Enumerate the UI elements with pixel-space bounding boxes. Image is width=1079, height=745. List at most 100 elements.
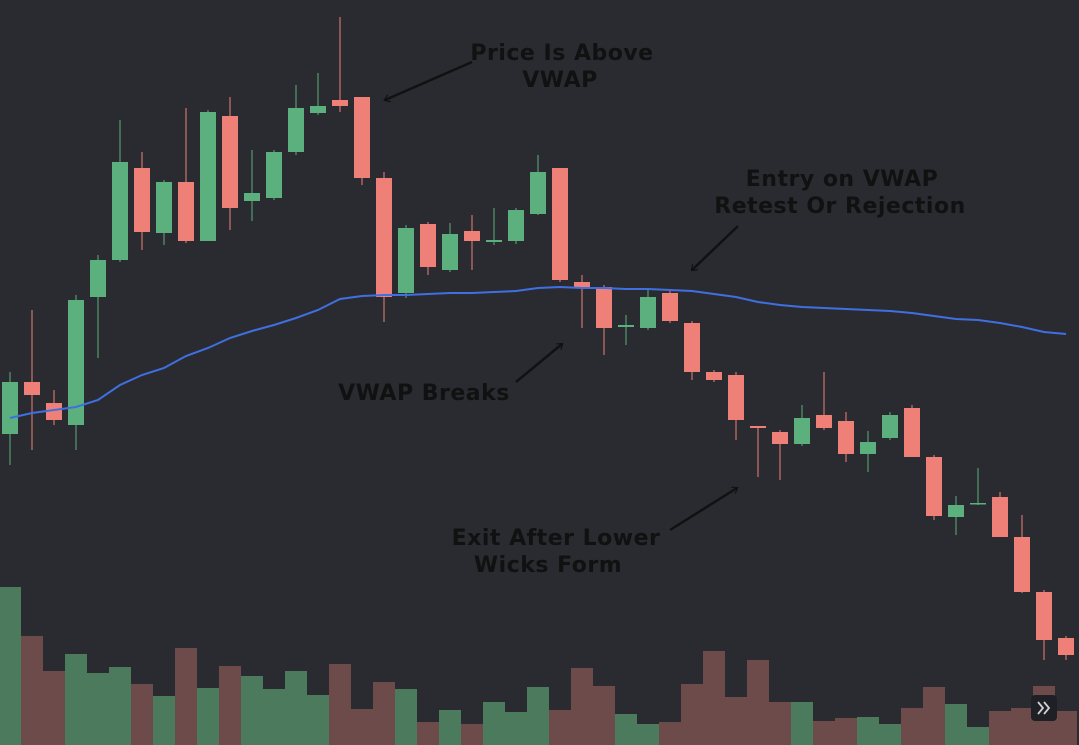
candle-body xyxy=(530,172,546,214)
candle-body xyxy=(948,505,964,517)
volume-bar xyxy=(593,686,615,745)
volume-bar xyxy=(615,714,637,745)
arrow xyxy=(385,60,473,100)
volume-bar xyxy=(153,696,175,745)
candle-body xyxy=(926,457,942,516)
candle-body xyxy=(156,182,172,233)
volume-bar xyxy=(813,721,835,745)
volume-bar xyxy=(0,587,21,745)
volume-bar xyxy=(241,676,263,745)
volume-bar xyxy=(747,660,769,745)
volume-bar xyxy=(439,710,461,745)
volume-bar xyxy=(483,702,505,745)
candle-body xyxy=(838,421,854,454)
volume-bar xyxy=(945,704,967,745)
volume-bar xyxy=(109,667,131,745)
candle-body xyxy=(1058,638,1074,655)
volume-bar xyxy=(351,709,373,745)
candle-body xyxy=(134,168,150,232)
candle-body xyxy=(178,182,194,241)
candle-body xyxy=(728,375,744,420)
volume-bar xyxy=(307,695,329,745)
candle-body xyxy=(706,372,722,380)
candle-body xyxy=(882,415,898,438)
annotation: Exit After Lower xyxy=(452,526,661,551)
candle-body xyxy=(662,293,678,321)
candle-body xyxy=(200,112,216,241)
volume-bar xyxy=(967,727,989,745)
candle-body xyxy=(684,323,700,372)
candle-body xyxy=(46,403,62,420)
candle-body xyxy=(486,240,502,242)
volume-bar xyxy=(461,724,483,745)
volume-bar xyxy=(1011,708,1033,745)
volume-bar xyxy=(1055,711,1077,745)
volume-bar xyxy=(373,682,395,745)
candle-body xyxy=(640,297,656,328)
volume-bar xyxy=(681,684,703,745)
volume-bar xyxy=(417,722,439,745)
volume-bar xyxy=(637,724,659,745)
volume-bar xyxy=(21,636,43,745)
button-icon[interactable] xyxy=(1037,701,1051,715)
candle-body xyxy=(420,224,436,267)
volume-bar xyxy=(219,666,241,745)
volume-bar xyxy=(43,671,65,745)
candle-body xyxy=(332,100,348,106)
annotation: Retest Or Rejection xyxy=(714,194,965,219)
candle-body xyxy=(816,415,832,428)
volume-bar xyxy=(329,664,351,745)
annotation: Wicks Form xyxy=(474,553,622,578)
volume-bar xyxy=(549,710,571,745)
vwap-line xyxy=(9,285,1067,419)
candle-body xyxy=(112,162,128,260)
candle-body xyxy=(860,442,876,454)
candle-body xyxy=(574,282,590,287)
volume-bar xyxy=(725,697,747,745)
candle-body xyxy=(68,300,84,425)
arrows xyxy=(385,60,739,532)
volume-bar xyxy=(395,689,417,745)
annotation: Entry on VWAP xyxy=(746,167,938,192)
volume-bar xyxy=(835,718,857,745)
candle-body xyxy=(794,418,810,444)
annotation: VWAP xyxy=(522,68,597,93)
candle-body xyxy=(90,260,106,297)
candle-body xyxy=(244,193,260,201)
candle-body xyxy=(442,234,458,270)
candle-body xyxy=(596,287,612,328)
candle-body xyxy=(2,382,18,434)
candle-body xyxy=(508,210,524,241)
volume-bar xyxy=(989,711,1011,745)
volume-bar xyxy=(769,702,791,745)
volume-bar xyxy=(131,684,153,745)
volume-bar xyxy=(65,654,87,745)
volume-bar xyxy=(527,687,549,745)
candle-body xyxy=(992,497,1008,537)
candle-body xyxy=(24,382,40,395)
volume-layer xyxy=(0,587,1077,745)
candle-body xyxy=(904,408,920,457)
candle-body xyxy=(354,97,370,178)
volume-bar xyxy=(285,671,307,745)
candle-body xyxy=(288,108,304,152)
candle-body xyxy=(310,106,326,113)
candle-body xyxy=(266,152,282,198)
candle-layer xyxy=(2,17,1074,660)
arrow xyxy=(515,344,562,383)
volume-bar xyxy=(571,668,593,745)
volume-bar xyxy=(923,687,945,745)
candle-body xyxy=(1036,592,1052,640)
volume-bar xyxy=(197,688,219,745)
arrow xyxy=(669,488,737,532)
scroll-button[interactable] xyxy=(1031,695,1057,721)
volume-bar xyxy=(175,648,197,745)
candle-body xyxy=(618,325,634,327)
annotation: VWAP Breaks xyxy=(338,381,510,406)
candle-body xyxy=(750,426,766,428)
candle-body xyxy=(772,432,788,444)
volume-bar xyxy=(901,708,923,745)
candle-body xyxy=(1014,537,1030,592)
volume-bar xyxy=(703,651,725,745)
